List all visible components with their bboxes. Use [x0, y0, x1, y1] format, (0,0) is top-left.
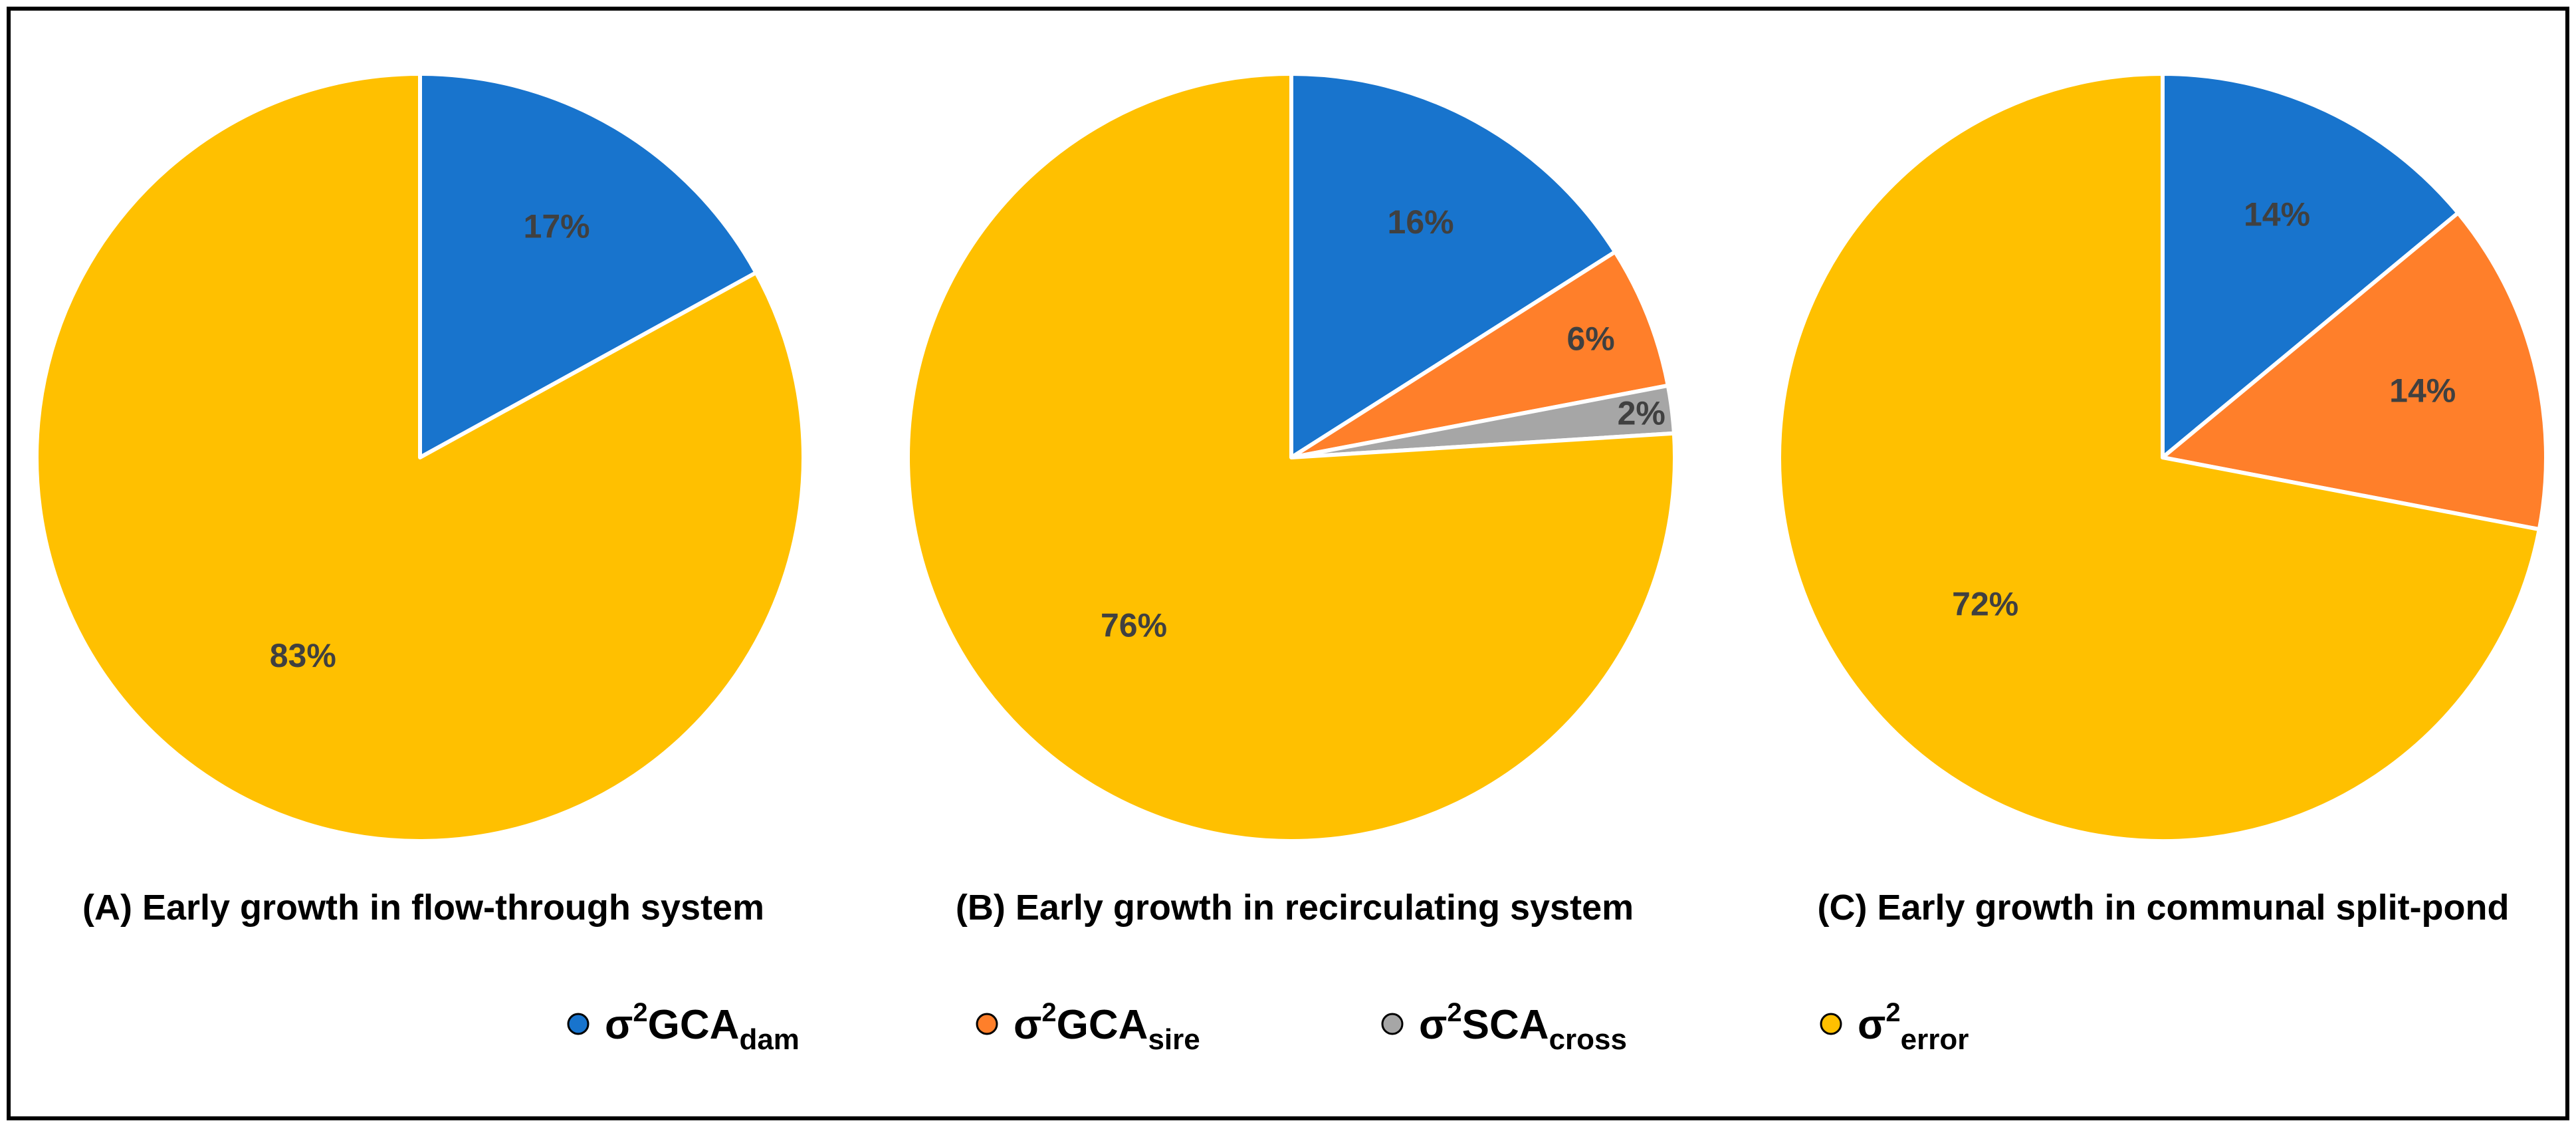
- legend-label-error: σ2error: [1858, 998, 1969, 1056]
- pies-group: 17% 83% 16% 6%2% 76% 14% 14% 72%: [35, 72, 2548, 843]
- pie-2-slice-dam: [1289, 72, 1618, 459]
- pie-chart-1: 17% 83%: [35, 72, 805, 843]
- pie-3-label-dam: 14%: [2244, 196, 2310, 233]
- pie-chart-2: 16% 6%2% 76%: [906, 72, 1677, 843]
- pie-2-label-dam: 16%: [1388, 203, 1454, 241]
- legend-marker-cross: [1381, 1013, 1404, 1035]
- pie-3-slice-dam: [2161, 72, 2460, 459]
- pie-2-title: (B) Early growth in recirculating system: [956, 888, 1634, 928]
- legend-marker-error: [1820, 1013, 1842, 1035]
- pie-3-slice-sire: [2161, 211, 2548, 532]
- legend-marker-sire: [976, 1013, 998, 1035]
- pie-1-title: (A) Early growth in flow-through system: [82, 888, 764, 928]
- pie-1-slice-error: [35, 72, 805, 843]
- pie-2-slice-error: [906, 72, 1677, 843]
- pie-2-slice-sire: [1289, 249, 1670, 459]
- legend: σ2GCAdam σ2GCAsire σ2SCAcross σ2error: [567, 998, 1969, 1056]
- pie-3-title: (C) Early growth in communal split-pond: [1817, 888, 2509, 928]
- chart-titles: (A) Early growth in flow-through system (…: [82, 888, 2510, 928]
- pie-2-label-sire: 6%: [1566, 320, 1614, 358]
- legend-item-cross: σ2SCAcross: [1381, 998, 1627, 1056]
- legend-item-error: σ2error: [1820, 998, 1969, 1056]
- pie-1-label-dam: 17%: [524, 207, 590, 245]
- legend-label-cross: σ2SCAcross: [1419, 998, 1627, 1056]
- pie-3-label-sire: 14%: [2389, 372, 2456, 410]
- pie-2-label-error: 76%: [1101, 606, 1167, 644]
- pie-2-label-cross: 2%: [1618, 395, 1665, 432]
- pie-3-slice-error: [1777, 72, 2541, 843]
- legend-marker-dam: [567, 1013, 590, 1035]
- pie-1-slice-dam: [418, 72, 758, 459]
- legend-item-dam: σ2GCAdam: [567, 998, 800, 1056]
- pie-3-label-error: 72%: [1952, 586, 2018, 623]
- legend-label-dam: σ2GCAdam: [605, 998, 800, 1056]
- legend-label-sire: σ2GCAsire: [1014, 998, 1200, 1056]
- pie-chart-3: 14% 14% 72%: [1777, 72, 2548, 843]
- legend-item-sire: σ2GCAsire: [976, 998, 1200, 1056]
- pie-1-label-error: 83%: [270, 637, 336, 674]
